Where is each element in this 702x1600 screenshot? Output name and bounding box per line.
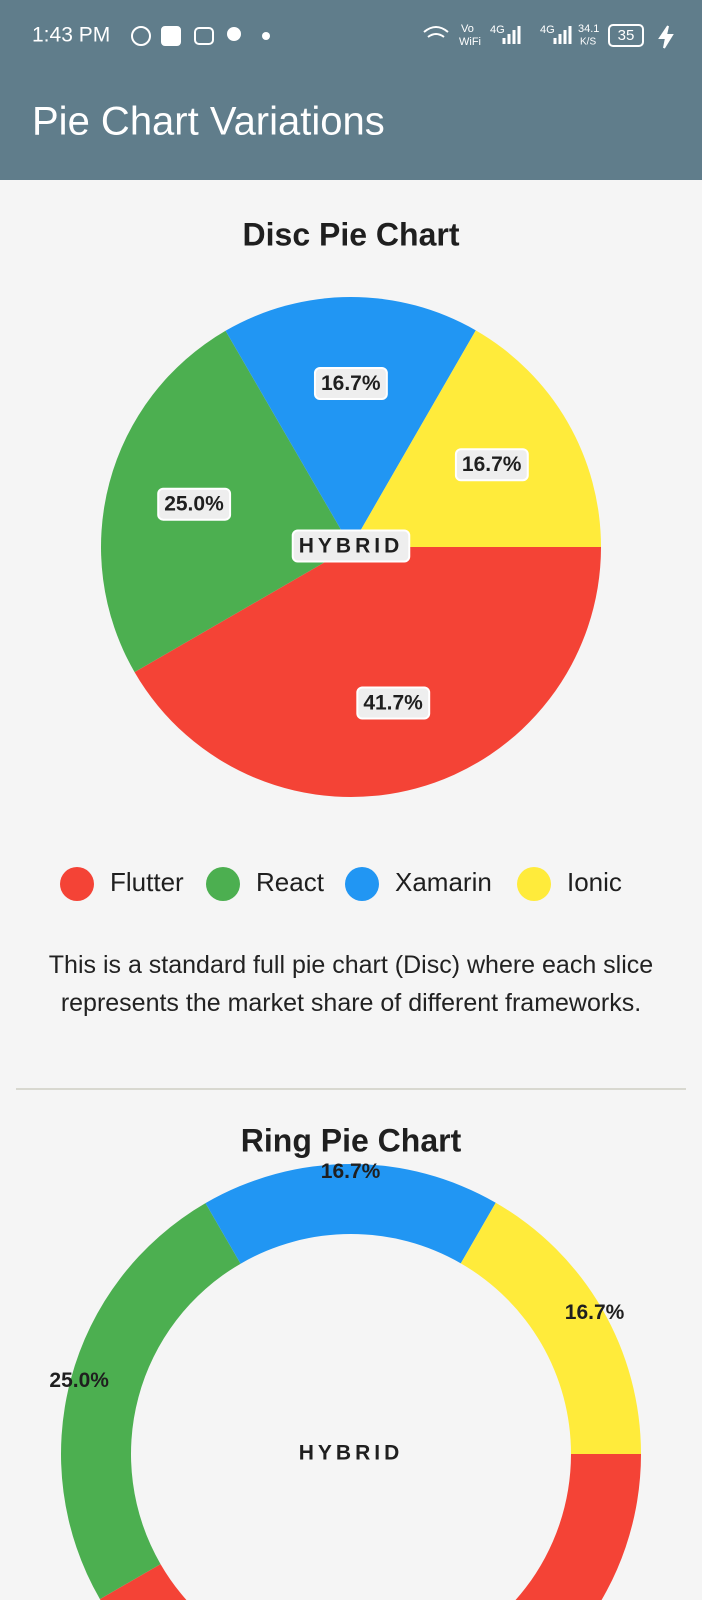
value-label: 16.7% <box>321 372 381 395</box>
label-bg <box>356 686 431 720</box>
app-title: Pie Chart Variations <box>32 100 385 144</box>
legend-swatch <box>60 867 94 901</box>
value-label: 25.0% <box>49 1369 109 1392</box>
status-battery: 35 <box>618 27 635 44</box>
label-bg <box>157 487 232 521</box>
label-bg <box>454 448 529 482</box>
legend-swatch <box>345 867 379 901</box>
slice <box>99 1454 641 1600</box>
status-4g: 4G <box>490 24 505 36</box>
center-label: HYBRID <box>299 535 404 558</box>
status-icons <box>131 24 674 49</box>
legend-label: Ionic <box>567 867 622 897</box>
value-label: 16.7% <box>462 453 522 476</box>
slice <box>134 547 601 797</box>
status-speed: 34.1 <box>578 23 599 35</box>
legend-label: React <box>256 867 325 897</box>
slice <box>205 1164 496 1264</box>
status-speed-unit: K/S <box>580 37 596 48</box>
legend-swatch <box>206 867 240 901</box>
center-label: HYBRID <box>299 1442 404 1465</box>
value-label: 16.7% <box>565 1301 625 1324</box>
label-bg <box>313 367 388 401</box>
legend-label: Xamarin <box>395 867 492 897</box>
slice <box>351 330 601 547</box>
description: This is a standard full pie chart (Disc)… <box>48 951 654 1017</box>
status-time: 1:43 PM <box>32 24 110 47</box>
status-wifi: WiFi <box>459 36 481 48</box>
legend-label: Flutter <box>110 867 184 897</box>
slice <box>225 297 476 547</box>
legend-swatch <box>517 867 551 901</box>
chart-title: Disc Pie Chart <box>243 216 460 252</box>
label-bg <box>291 529 411 563</box>
value-label: 41.7% <box>363 691 423 714</box>
status-4g: 4G <box>540 24 555 36</box>
slice <box>61 1203 241 1600</box>
app-bar-bg <box>0 0 702 180</box>
value-label: 16.7% <box>321 1160 381 1183</box>
chart-title: Ring Pie Chart <box>241 1122 462 1158</box>
status-vo: Vo <box>461 23 474 35</box>
value-label: 25.0% <box>164 493 224 516</box>
slice <box>460 1202 641 1454</box>
